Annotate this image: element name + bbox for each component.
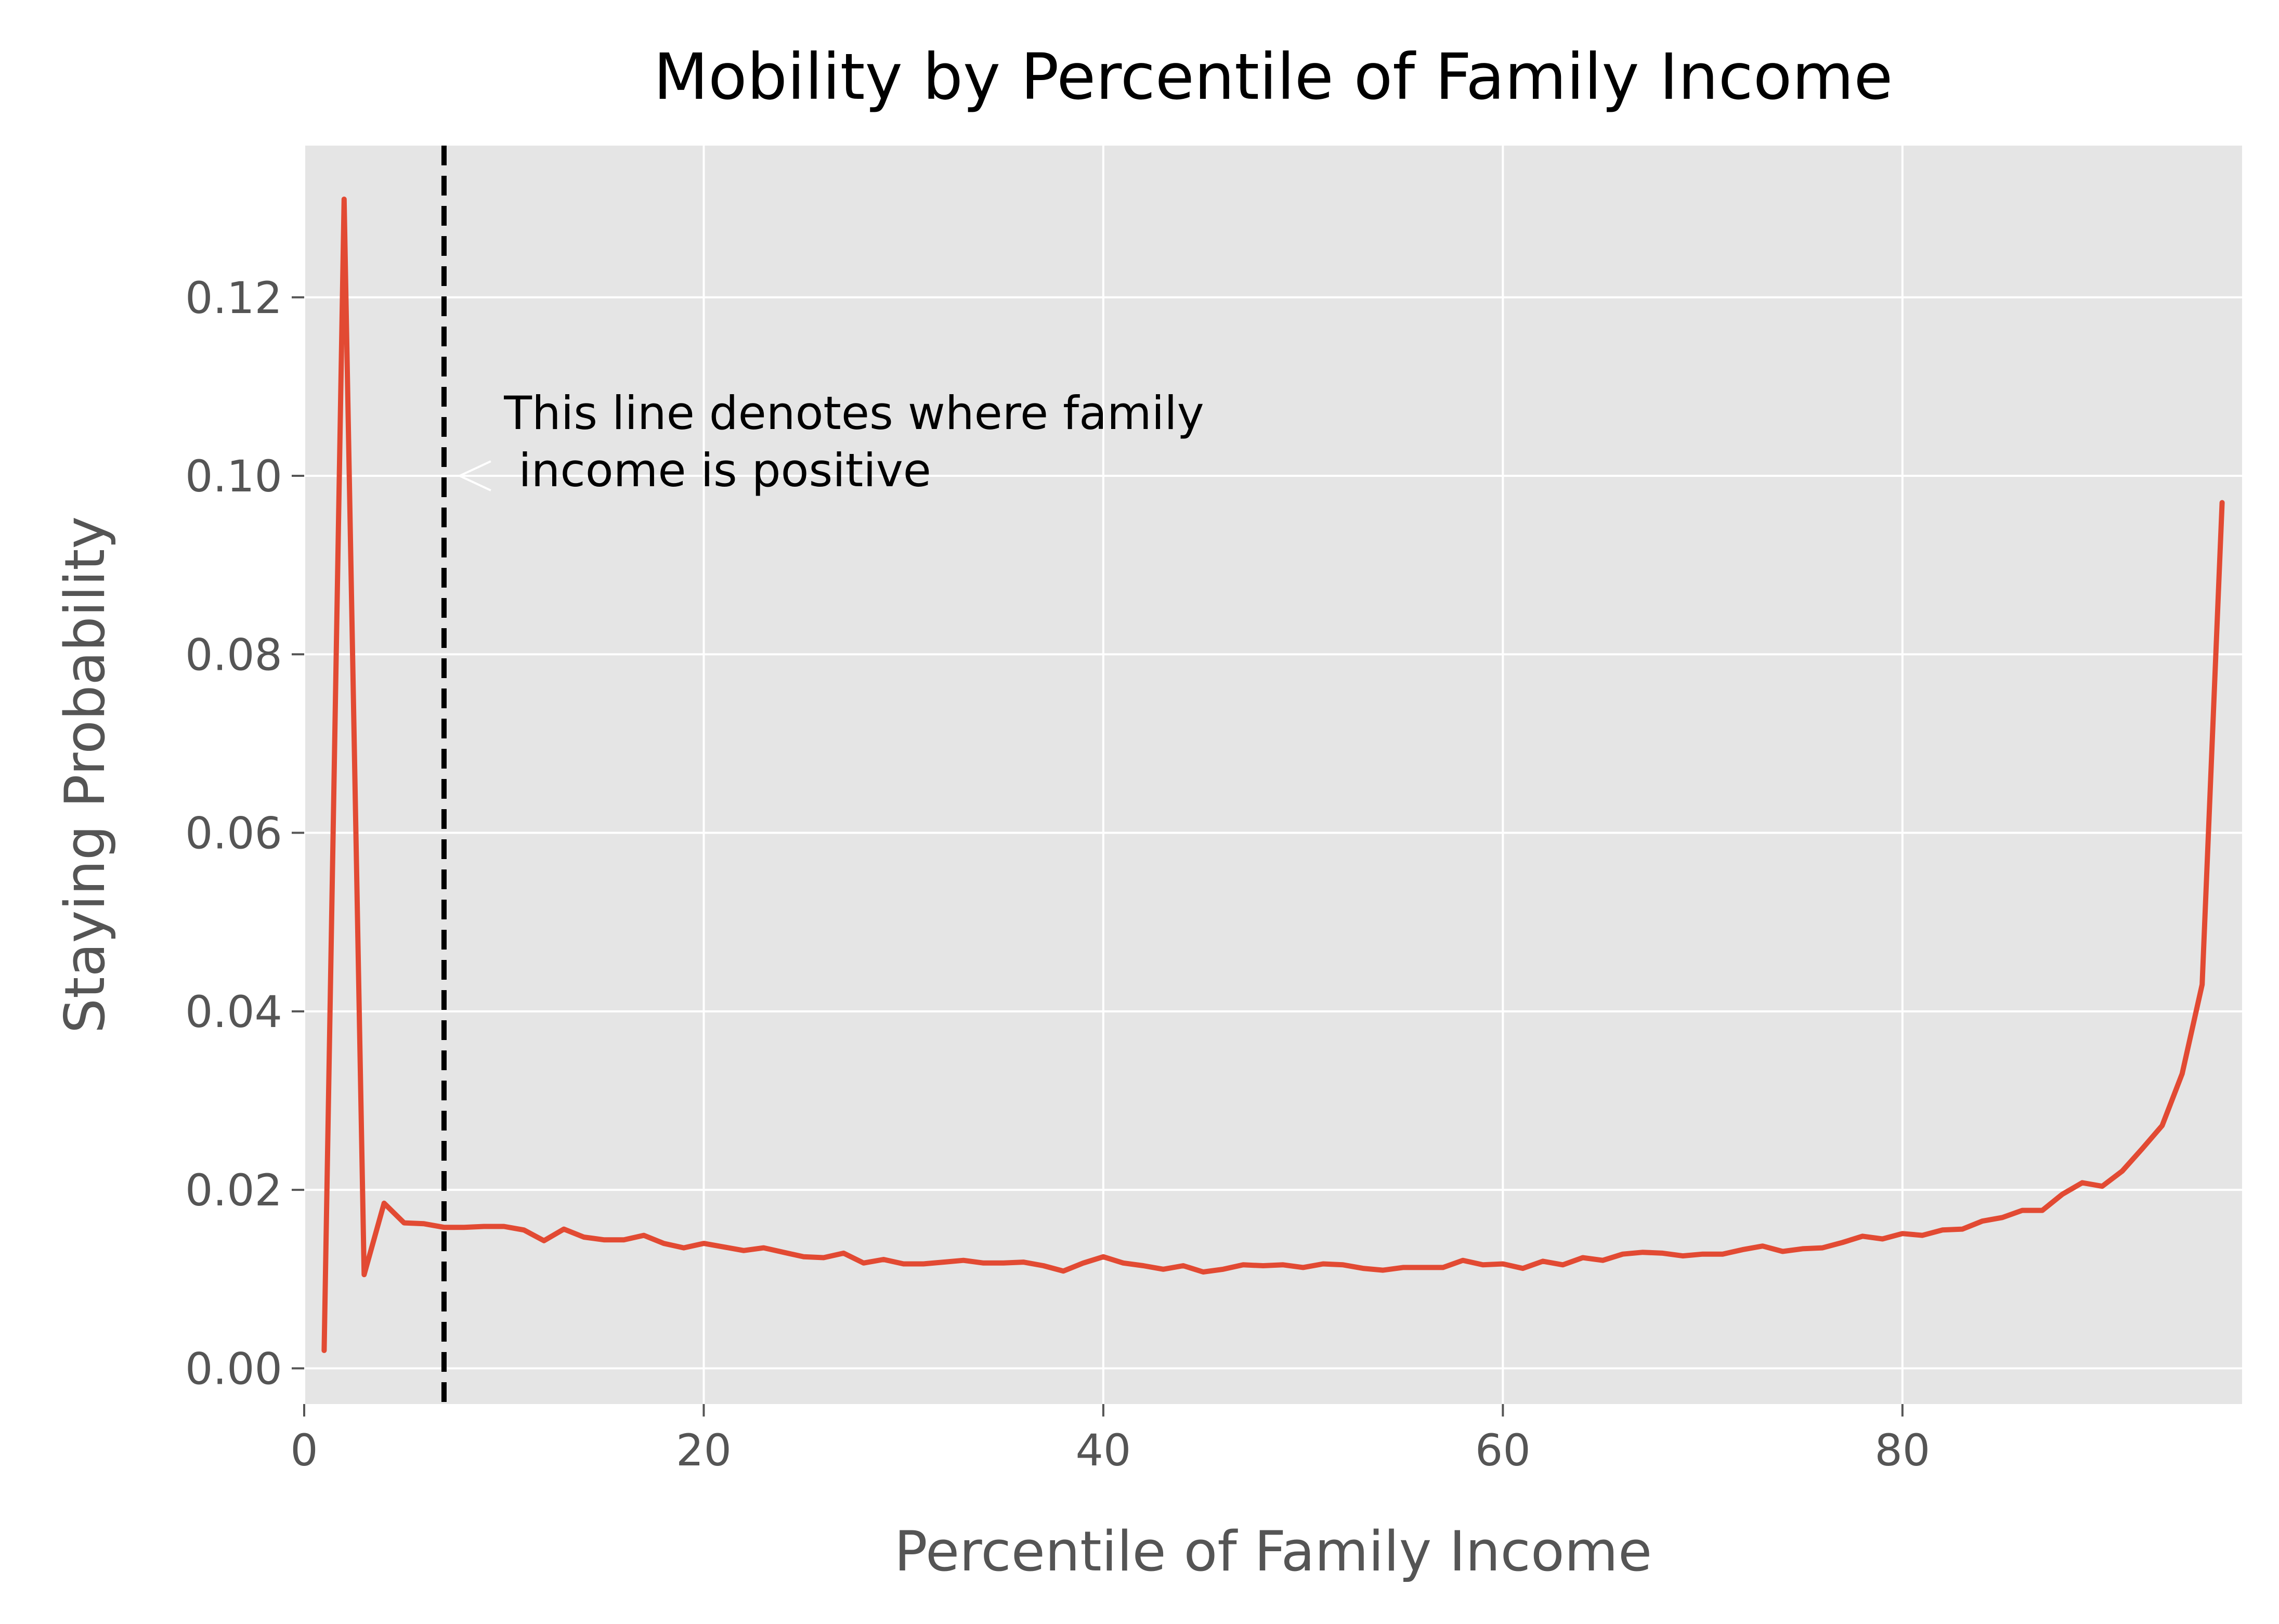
series-group xyxy=(321,197,2225,1353)
x-tick-label: 40 xyxy=(1075,1425,1131,1476)
series-line xyxy=(321,197,2225,1353)
y-tick-label: 0.04 xyxy=(185,986,282,1037)
data-point xyxy=(1842,1242,1843,1243)
data-point xyxy=(1043,1265,1044,1266)
x-tick-label: 80 xyxy=(1874,1425,1930,1476)
data-point xyxy=(2162,1125,2163,1126)
y-tick-label: 0.10 xyxy=(185,451,282,502)
data-point xyxy=(1203,1271,1204,1272)
x-tick-label: 60 xyxy=(1475,1425,1531,1476)
y-tick-label: 0.08 xyxy=(185,629,282,680)
data-point xyxy=(2102,1186,2103,1187)
annotation-arrow xyxy=(457,460,491,491)
chart-title: Mobility by Percentile of Family Income xyxy=(654,40,1893,114)
y-axis: 0.00 0.02 0.04 0.06 0.08 0.10 0.12 xyxy=(185,272,304,1394)
x-axis-label: Percentile of Family Income xyxy=(894,1519,1652,1583)
data-point xyxy=(1782,1251,1783,1252)
data-point xyxy=(1263,1265,1264,1266)
data-point xyxy=(1922,1235,1923,1236)
data-point xyxy=(1982,1221,1983,1222)
data-point xyxy=(1023,1262,1024,1263)
data-point xyxy=(1862,1236,1863,1237)
data-point xyxy=(1303,1267,1304,1268)
x-tick-label: 20 xyxy=(676,1425,732,1476)
data-point xyxy=(803,1256,804,1257)
y-tick-label: 0.02 xyxy=(185,1165,282,1216)
x-tick-label: 0 xyxy=(290,1425,318,1476)
data-point xyxy=(1902,1233,1903,1234)
data-point xyxy=(723,1246,724,1247)
annotation: This line denotes where family income is… xyxy=(457,386,1204,497)
data-point xyxy=(943,1262,944,1263)
x-axis: 0 20 40 60 80 xyxy=(290,1404,1930,1476)
data-point xyxy=(2022,1210,2023,1211)
y-tick-label: 0.12 xyxy=(185,272,282,323)
data-point xyxy=(2202,984,2203,985)
plot-area xyxy=(304,146,2242,1404)
data-point xyxy=(823,1257,824,1258)
y-tick-label: 0.06 xyxy=(185,808,282,859)
y-axis-label: Staying Probability xyxy=(53,516,117,1033)
y-tick-label: 0.00 xyxy=(185,1343,282,1394)
data-point xyxy=(663,1243,664,1244)
annotation-text-line: This line denotes where family xyxy=(503,386,1204,440)
data-point xyxy=(583,1237,584,1238)
data-point xyxy=(1522,1268,1523,1269)
annotation-text-line: income is positive xyxy=(504,444,931,497)
gridlines xyxy=(303,146,2242,1404)
